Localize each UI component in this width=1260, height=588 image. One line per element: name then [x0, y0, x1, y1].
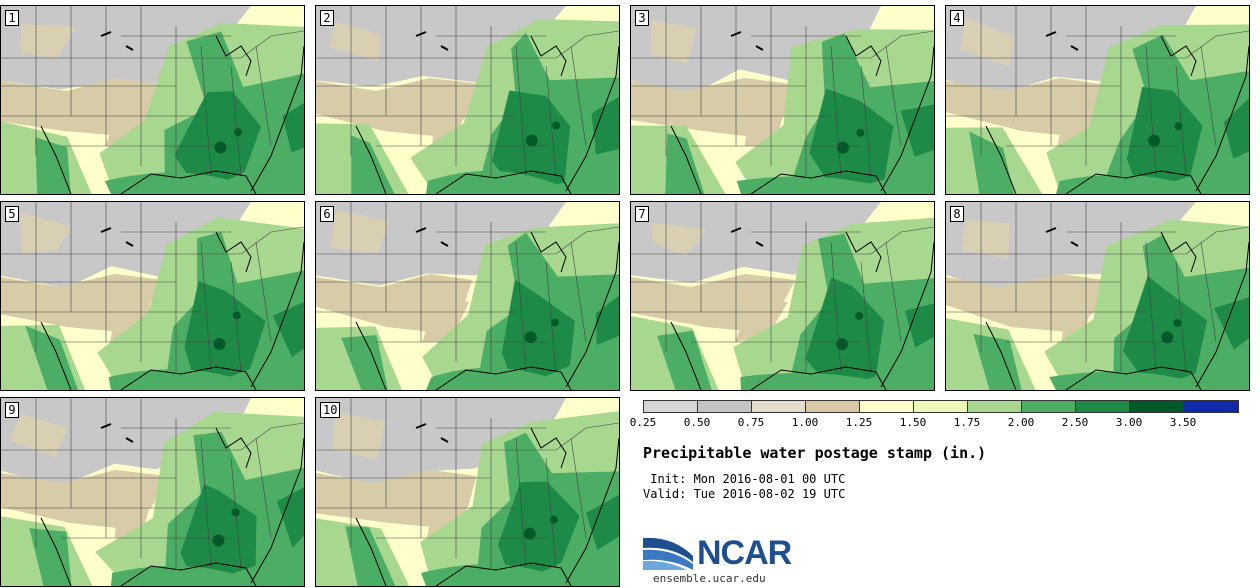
- ncar-logo-mark-icon: [643, 537, 693, 570]
- panel-number: 9: [5, 402, 19, 418]
- colorbar-tick-label: 0.25: [629, 416, 657, 429]
- precipitable-water-map: [946, 202, 1249, 390]
- colorbar-tick-label: 2.00: [1007, 416, 1035, 429]
- ncar-url: ensemble.ucar.edu: [653, 572, 766, 585]
- colorbar: 0.25 0.50 0.75 1.00 1.25 1.50 1.75 2.00 2.50 3.00…: [630, 400, 1239, 429]
- colorbar-tick-label: 2.50: [1061, 416, 1089, 429]
- precipitable-water-map: [631, 202, 934, 390]
- init-time: Init: Mon 2016-08-01 00 UTC: [643, 472, 846, 486]
- ncar-logo: NCAR ensemble.ucar.edu: [643, 530, 803, 586]
- map-panel-3: 3: [630, 5, 935, 195]
- colorbar-swatch: [698, 401, 752, 412]
- precipitable-water-map: [1, 202, 304, 390]
- colorbar-tick-label: 1.75: [953, 416, 981, 429]
- colorbar-swatch: [914, 401, 968, 412]
- precipitable-water-map: [1, 398, 304, 586]
- map-panel-8: 8: [945, 201, 1250, 391]
- ncar-logo-text: NCAR: [697, 534, 792, 572]
- colorbar-tick-label: 1.00: [791, 416, 819, 429]
- colorbar-swatch: [1130, 401, 1184, 412]
- chart-title: Precipitable water postage stamp (in.): [643, 444, 987, 462]
- colorbar-tick-label: 1.25: [845, 416, 873, 429]
- colorbar-swatch: [1184, 401, 1238, 412]
- valid-time: Valid: Tue 2016-08-02 19 UTC: [643, 487, 846, 501]
- map-panel-1: 1: [0, 5, 305, 195]
- map-panel-9: 9: [0, 397, 305, 587]
- colorbar-swatch: [644, 401, 698, 412]
- map-panel-5: 5: [0, 201, 305, 391]
- panel-number: 10: [320, 402, 341, 418]
- panel-number: 4: [950, 10, 964, 26]
- colorbar-tick-label: 0.50: [683, 416, 711, 429]
- precipitable-water-map: [631, 6, 934, 194]
- precipitable-water-map: [316, 398, 619, 586]
- panel-number: 8: [950, 206, 964, 222]
- precipitable-water-map: [316, 6, 619, 194]
- colorbar-swatch: [860, 401, 914, 412]
- map-panel-10: 10: [315, 397, 620, 587]
- map-panel-2: 2: [315, 5, 620, 195]
- time-info: Init: Mon 2016-08-01 00 UTC Valid: Tue 20…: [643, 472, 845, 502]
- map-panel-4: 4: [945, 5, 1250, 195]
- precipitable-water-map: [1, 6, 304, 194]
- colorbar-swatch: [806, 401, 860, 412]
- colorbar-swatches: [643, 400, 1239, 413]
- colorbar-tick-label: 0.75: [737, 416, 765, 429]
- colorbar-swatch: [1022, 401, 1076, 412]
- panel-number: 7: [635, 206, 649, 222]
- colorbar-tick-label: 3.00: [1115, 416, 1143, 429]
- panel-number: 3: [635, 10, 649, 26]
- precipitable-water-map: [946, 6, 1249, 194]
- precipitable-water-map: [316, 202, 619, 390]
- panel-number: 1: [5, 10, 19, 26]
- panel-number: 5: [5, 206, 19, 222]
- colorbar-swatch: [752, 401, 806, 412]
- colorbar-tick-label: 3.50: [1169, 416, 1197, 429]
- map-panel-6: 6: [315, 201, 620, 391]
- map-panel-7: 7: [630, 201, 935, 391]
- colorbar-swatch: [968, 401, 1022, 412]
- colorbar-ticks: 0.25 0.50 0.75 1.00 1.25 1.50 1.75 2.00 2.50 3.00…: [630, 413, 1239, 429]
- panel-number: 6: [320, 206, 334, 222]
- colorbar-tick-label: 1.50: [899, 416, 927, 429]
- panel-number: 2: [320, 10, 334, 26]
- colorbar-swatch: [1076, 401, 1130, 412]
